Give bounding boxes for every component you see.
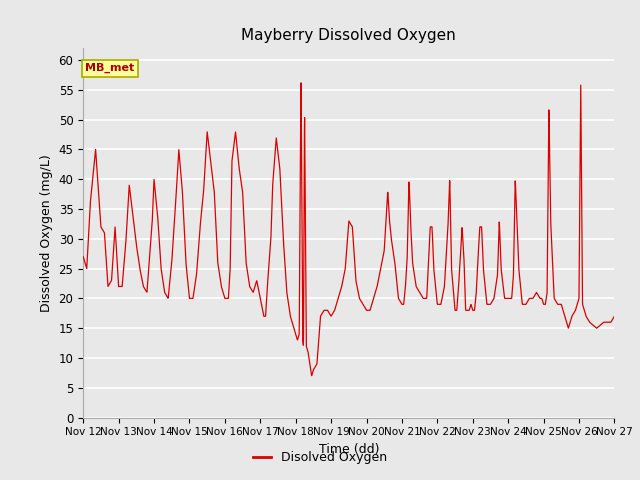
- Title: Mayberry Dissolved Oxygen: Mayberry Dissolved Oxygen: [241, 28, 456, 43]
- Text: MB_met: MB_met: [85, 63, 134, 73]
- Legend: Disolved Oxygen: Disolved Oxygen: [248, 446, 392, 469]
- X-axis label: Time (dd): Time (dd): [319, 443, 379, 456]
- Y-axis label: Dissolved Oxygen (mg/L): Dissolved Oxygen (mg/L): [40, 154, 53, 312]
